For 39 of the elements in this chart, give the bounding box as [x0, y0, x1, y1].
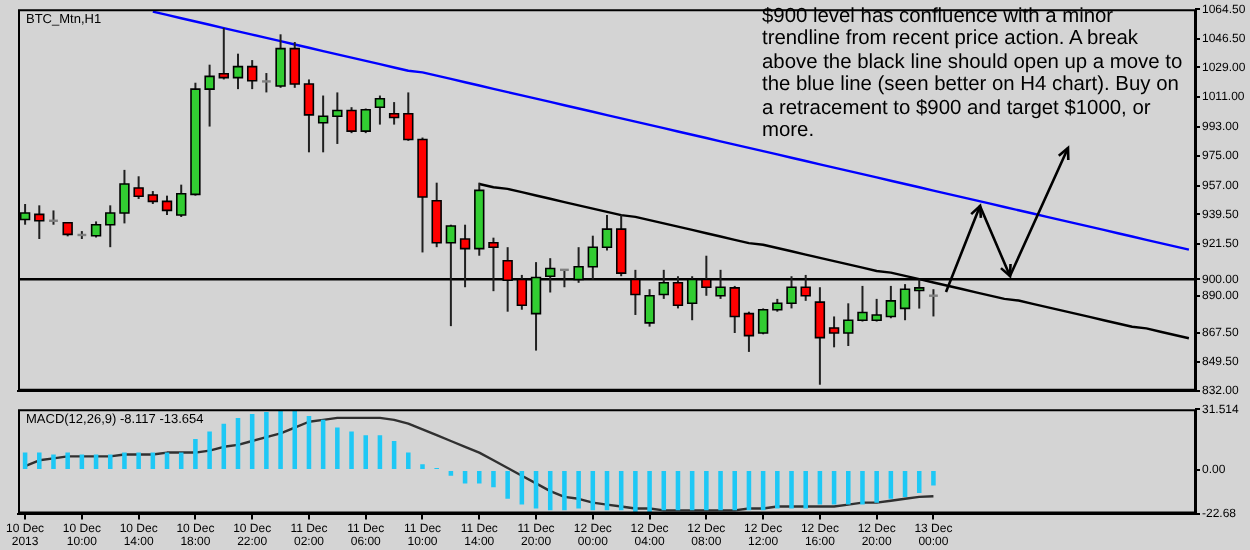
candlestick [927, 288, 940, 318]
bar [448, 470, 454, 476]
bar [335, 427, 340, 469]
bar [732, 470, 738, 511]
bar [79, 454, 85, 469]
bar [846, 470, 851, 505]
bar [505, 470, 510, 499]
bar [803, 470, 808, 509]
bar [37, 452, 42, 469]
bar [704, 470, 709, 511]
bar [107, 454, 113, 469]
bar [406, 452, 411, 469]
bar [874, 470, 879, 503]
bar [51, 454, 56, 469]
bar [476, 470, 482, 484]
bar [136, 452, 141, 469]
bar [562, 470, 567, 511]
bar [122, 452, 127, 469]
bar [363, 435, 368, 469]
bar [775, 470, 780, 509]
bar [278, 410, 283, 469]
bar [65, 452, 70, 469]
bar [349, 431, 354, 469]
bar [916, 470, 922, 494]
bar [491, 470, 496, 488]
bar [207, 431, 212, 469]
bar [633, 470, 638, 513]
bar [718, 470, 723, 511]
bar [647, 470, 652, 513]
bar [547, 470, 553, 511]
bar [93, 454, 99, 469]
bar [860, 470, 865, 505]
bar [193, 439, 198, 469]
bar [789, 470, 794, 509]
bar [931, 470, 936, 486]
bar [576, 470, 581, 509]
candlestick [260, 72, 272, 94]
bar [292, 410, 298, 469]
bar [264, 412, 269, 469]
